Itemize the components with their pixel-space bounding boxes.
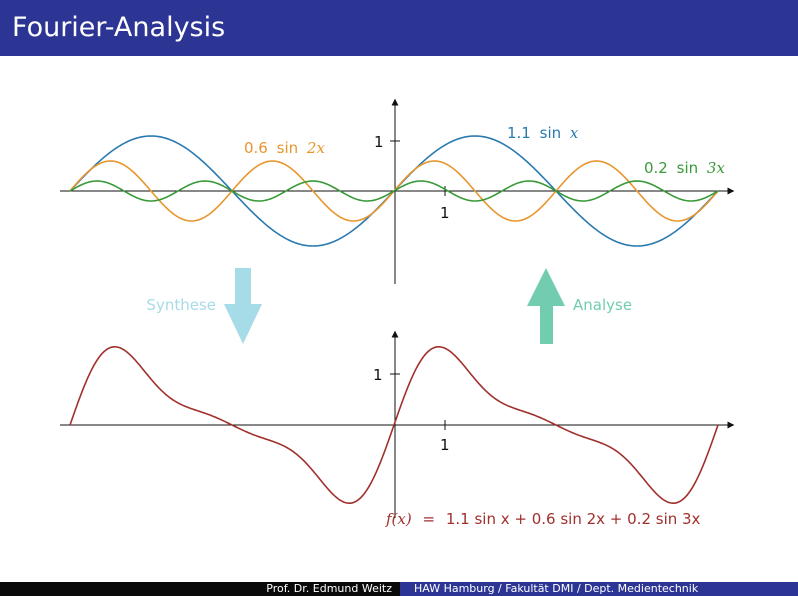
top-x-tick-label: 1	[440, 204, 450, 222]
bottom-y-tick-label: 1	[373, 366, 383, 384]
synthese-arrow-shape	[224, 268, 262, 344]
curve-sum	[69, 345, 719, 505]
analyse-label: Analyse	[573, 296, 632, 314]
label-sine2: 0.6 sin 2x	[244, 139, 325, 157]
label-sine1-coef: 1.1	[507, 124, 531, 142]
bottom-x-tick-label: 1	[440, 436, 450, 454]
top-y-tick-label: 1	[374, 133, 384, 151]
synthese-arrow: Synthese	[146, 268, 262, 344]
top-axes: 1 1	[60, 98, 735, 284]
top-curves	[69, 135, 719, 247]
label-sine3-fn: sin	[677, 159, 699, 177]
label-sine2-var: 2x	[306, 139, 326, 157]
analyse-arrow: Analyse	[527, 268, 632, 344]
analyse-arrow-shape	[527, 268, 565, 344]
bottom-axes: 1 1	[60, 330, 735, 518]
label-sine3-var: 3x	[707, 159, 726, 177]
label-sine3-coef: 0.2	[644, 159, 668, 177]
slide-title: Fourier-Analysis	[12, 12, 226, 43]
footer-author: Prof. Dr. Edmund Weitz	[0, 582, 400, 596]
formula: f(x) = 1.1 sin x + 0.6 sin 2x + 0.2 sin …	[385, 510, 701, 528]
footer: Prof. Dr. Edmund Weitz HAW Hamburg / Fak…	[0, 582, 798, 596]
footer-affiliation: HAW Hamburg / Fakultät DMI / Dept. Medie…	[400, 582, 798, 596]
bottom-curves	[69, 345, 719, 505]
label-sine1-fn: sin	[540, 124, 562, 142]
label-sine1-var: x	[570, 124, 579, 142]
label-sine2-coef: 0.6	[244, 139, 268, 157]
formula-lhs: f(x)	[385, 510, 412, 528]
fourier-figure: 1 1 1.1 sin x 0.6 sin 2x 0.2 sin 3x Synt…	[60, 98, 735, 528]
label-sine2-fn: sin	[277, 139, 299, 157]
formula-eq: =	[423, 510, 436, 528]
title-bar: Fourier-Analysis	[0, 0, 798, 56]
label-sine3: 0.2 sin 3x	[644, 159, 725, 177]
curve-sine3	[69, 180, 719, 202]
synthese-label: Synthese	[146, 296, 216, 314]
formula-rhs: 1.1 sin x + 0.6 sin 2x + 0.2 sin 3x	[446, 510, 701, 528]
label-sine1: 1.1 sin x	[507, 124, 579, 142]
